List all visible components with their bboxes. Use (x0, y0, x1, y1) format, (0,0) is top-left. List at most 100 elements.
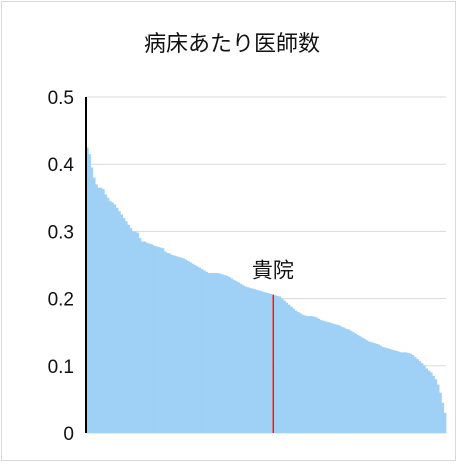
chart-title: 病床あたり医師数 (144, 32, 320, 57)
bar (436, 384, 440, 433)
bar (251, 288, 254, 433)
bar (349, 330, 353, 433)
bar (122, 217, 126, 433)
bar (315, 317, 318, 433)
bar (193, 265, 197, 433)
bar (377, 344, 380, 433)
bar (374, 343, 378, 433)
bar (244, 286, 247, 433)
bar (163, 251, 167, 433)
bar (136, 232, 140, 433)
bar (111, 202, 114, 433)
bar (413, 357, 417, 433)
bar (191, 263, 195, 433)
bar (335, 324, 339, 433)
bar (432, 375, 435, 433)
bar (141, 241, 144, 433)
bar (331, 323, 334, 433)
bar (301, 314, 305, 433)
bar (278, 296, 282, 433)
y-tick-label: 0.1 (48, 357, 74, 378)
bar (416, 359, 419, 433)
bar (170, 254, 174, 433)
bar (161, 248, 165, 433)
y-tick-label: 0.5 (48, 88, 74, 109)
bar (95, 184, 98, 433)
bar (381, 346, 385, 433)
bar (202, 270, 206, 433)
bar (97, 187, 101, 433)
bar (262, 291, 266, 433)
bar (239, 283, 243, 433)
bar (150, 244, 153, 433)
bar (88, 154, 91, 433)
bar (333, 324, 337, 433)
bar (90, 167, 94, 433)
bar (92, 177, 96, 433)
bar (345, 328, 348, 433)
bar (411, 355, 415, 433)
bar (145, 242, 149, 433)
bar (177, 256, 181, 433)
bar (313, 316, 316, 433)
bars (86, 147, 447, 433)
bar (317, 318, 321, 433)
bar (322, 320, 325, 433)
bar (409, 353, 412, 433)
bar (324, 321, 328, 433)
y-tick-label: 0.3 (48, 222, 74, 243)
bar (205, 271, 208, 433)
bar (253, 289, 257, 433)
bar (184, 259, 188, 433)
bar (143, 241, 146, 433)
bar (173, 255, 176, 433)
bar (276, 295, 279, 433)
bar (246, 287, 250, 433)
y-axis-tick-labels: 0 0.1 0.2 0.3 0.4 0.5 (48, 88, 75, 445)
bar (186, 260, 190, 433)
bar (106, 197, 110, 433)
bar (127, 224, 130, 433)
bar (356, 334, 360, 433)
bar (338, 325, 341, 433)
bar (207, 273, 211, 433)
bar (131, 231, 135, 433)
bar (237, 282, 240, 433)
bar (257, 290, 261, 433)
bar (404, 352, 408, 433)
bar (287, 304, 291, 433)
bar (269, 293, 273, 433)
bar (241, 285, 245, 433)
bar (113, 204, 117, 433)
bar (129, 228, 133, 433)
bar (124, 221, 128, 433)
bar (395, 351, 399, 433)
bar (347, 329, 351, 433)
bar (397, 351, 401, 433)
bar (434, 379, 438, 433)
bar (212, 273, 215, 433)
bar (386, 348, 390, 433)
bar (306, 316, 309, 433)
bar (235, 281, 238, 433)
bar (264, 292, 268, 433)
highlight-annotation: 貴院 (252, 259, 294, 283)
bar (326, 322, 330, 433)
bar (299, 313, 302, 433)
bar (296, 312, 300, 433)
bar (425, 368, 429, 433)
bar (292, 308, 296, 433)
bar (358, 336, 362, 433)
bar (393, 350, 396, 433)
bar (147, 243, 151, 433)
bar (138, 238, 142, 433)
bar (420, 363, 424, 433)
bar (402, 352, 406, 433)
bar (255, 289, 259, 433)
bar (280, 298, 284, 433)
bar (134, 231, 137, 433)
bar (232, 279, 236, 433)
bar (104, 194, 107, 433)
bar (290, 306, 293, 433)
